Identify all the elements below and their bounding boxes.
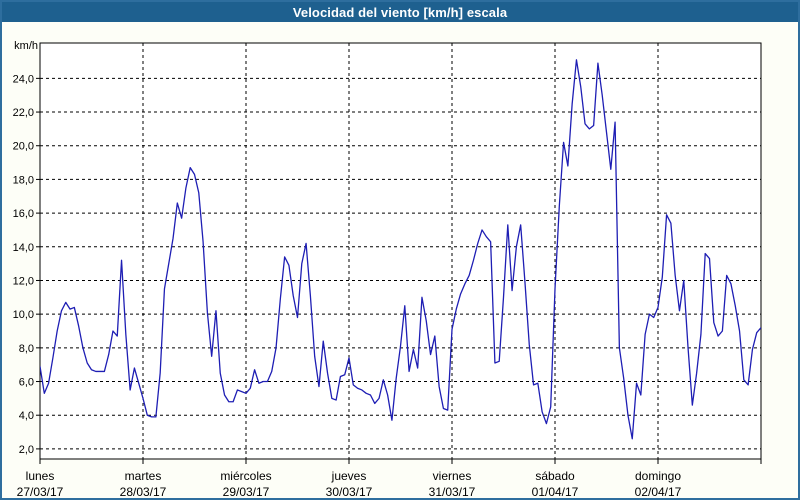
y-tick-label: 6,0 bbox=[19, 377, 34, 389]
day-name-label: sábado bbox=[535, 469, 575, 483]
day-name-label: jueves bbox=[331, 469, 367, 483]
y-tick-label: 14,0 bbox=[13, 242, 34, 254]
y-axis-unit-label: km/h bbox=[14, 40, 38, 52]
plot-frame bbox=[39, 42, 762, 460]
wind-speed-chart: 2,0 4,0 6,0 8,0 10,0 12,0 14,0 16,0 18,0 20,0 22,0… bbox=[13, 40, 762, 498]
y-tick-label: 2,0 bbox=[19, 444, 34, 456]
day-date-label: 30/03/17 bbox=[326, 485, 373, 498]
title-bar: Velocidad del viento [km/h] escala bbox=[2, 2, 798, 22]
y-tick-label: 8,0 bbox=[19, 343, 34, 355]
y-tick-label: 16,0 bbox=[13, 208, 34, 220]
day-date-label: 31/03/17 bbox=[429, 485, 476, 498]
day-date-label: 29/03/17 bbox=[223, 485, 270, 498]
day-date-label: 28/03/17 bbox=[120, 485, 167, 498]
day-date-label: 27/03/17 bbox=[17, 485, 64, 498]
day-name-label: martes bbox=[125, 469, 162, 483]
y-tick-label: 22,0 bbox=[13, 107, 34, 119]
y-tick-label: 4,0 bbox=[19, 410, 34, 422]
day-name-label: domingo bbox=[635, 469, 681, 483]
y-tick-label: 20,0 bbox=[13, 141, 34, 153]
y-tick-label: 10,0 bbox=[13, 309, 34, 321]
y-tick-label: 12,0 bbox=[13, 275, 34, 287]
window-title: Velocidad del viento [km/h] escala bbox=[292, 4, 508, 20]
day-name-label: viernes bbox=[433, 469, 472, 483]
y-tick-label: 24,0 bbox=[13, 73, 34, 85]
day-date-label: 02/04/17 bbox=[635, 485, 682, 498]
day-name-label: miércoles bbox=[220, 469, 271, 483]
plot-area bbox=[40, 43, 761, 459]
y-tick-label: 18,0 bbox=[13, 174, 34, 186]
day-date-label: 01/04/17 bbox=[532, 485, 579, 498]
wind-speed-line bbox=[40, 59, 761, 440]
day-name-label: lunes bbox=[26, 469, 55, 483]
